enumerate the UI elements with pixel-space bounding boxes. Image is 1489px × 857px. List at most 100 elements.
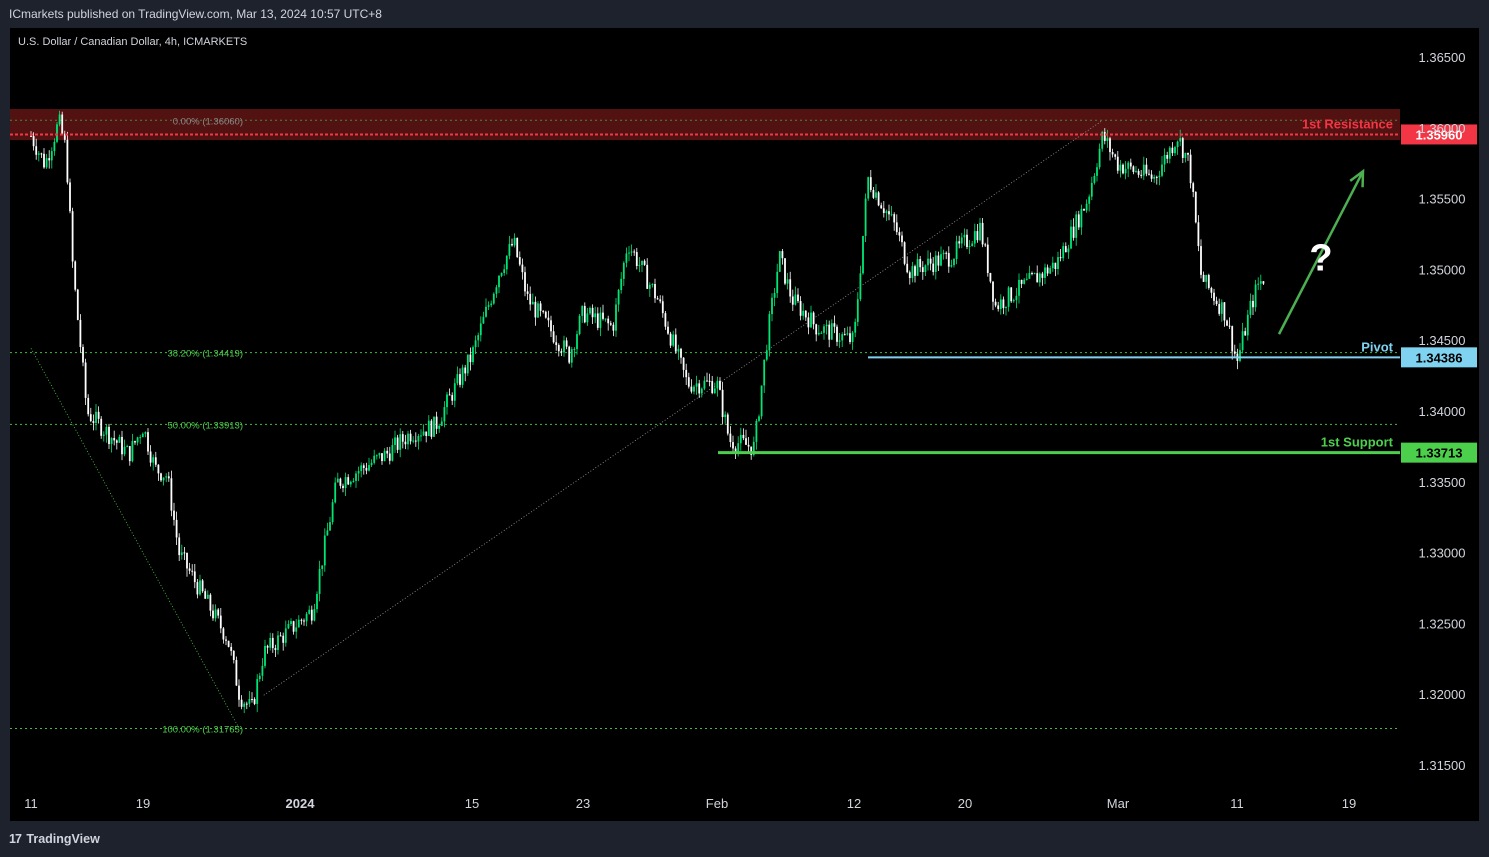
candle-body bbox=[339, 478, 342, 486]
candle-body bbox=[89, 414, 92, 422]
candle-body bbox=[1041, 273, 1044, 278]
candle-body bbox=[555, 342, 558, 346]
candle-body bbox=[1075, 214, 1078, 238]
candle-body bbox=[396, 437, 399, 450]
candle-body bbox=[1127, 162, 1130, 169]
candle-body bbox=[880, 205, 883, 209]
level-label: 1st Support bbox=[1321, 435, 1394, 450]
candle-body bbox=[178, 537, 181, 556]
candle-body bbox=[63, 133, 66, 140]
candle-body bbox=[1012, 300, 1015, 302]
candle-body bbox=[825, 324, 828, 327]
candle-body bbox=[544, 311, 547, 318]
publisher-bar: ICmarkets published on TradingView.com, … bbox=[0, 0, 1489, 28]
candle-body bbox=[812, 312, 815, 325]
candle-body bbox=[297, 619, 300, 628]
candle-body bbox=[537, 303, 539, 318]
candle-body bbox=[227, 640, 230, 647]
trend-line bbox=[263, 119, 1103, 696]
candle-body bbox=[1153, 176, 1156, 179]
candle-body bbox=[391, 444, 394, 461]
candle-body bbox=[513, 237, 516, 246]
candle-body bbox=[251, 699, 253, 701]
candle-body bbox=[817, 332, 820, 335]
candle-body bbox=[778, 251, 781, 272]
candle-body bbox=[776, 271, 779, 294]
candle-body bbox=[1254, 284, 1257, 308]
candle-body bbox=[984, 244, 987, 246]
candle-body bbox=[690, 386, 693, 392]
candle-body bbox=[157, 464, 160, 474]
candle-body bbox=[810, 312, 812, 328]
candle-body bbox=[1007, 287, 1010, 307]
candle-body bbox=[1137, 170, 1140, 175]
y-tick-label: 1.33000 bbox=[1419, 546, 1466, 561]
y-tick-label: 1.33500 bbox=[1419, 475, 1466, 490]
candle-body bbox=[313, 609, 316, 621]
candle-body bbox=[401, 434, 404, 442]
candle-body bbox=[758, 416, 760, 421]
candle-body bbox=[477, 335, 480, 341]
candle-body bbox=[921, 267, 924, 272]
candle-body bbox=[529, 293, 532, 305]
candle-body bbox=[349, 481, 352, 485]
forecast-arrow bbox=[1277, 170, 1365, 335]
tradingview-brand: TradingView bbox=[26, 832, 100, 846]
candle-body bbox=[300, 619, 303, 621]
candle-body bbox=[316, 593, 318, 610]
candle-body bbox=[994, 301, 997, 306]
candle-body bbox=[745, 438, 747, 445]
candle-body bbox=[409, 433, 412, 442]
candle-body bbox=[323, 535, 326, 566]
candle-body bbox=[1124, 168, 1127, 174]
candle-body bbox=[589, 307, 591, 314]
candle-body bbox=[781, 251, 784, 259]
candle-body bbox=[1257, 283, 1260, 285]
candle-body bbox=[456, 374, 459, 384]
candle-body bbox=[1205, 274, 1208, 282]
candle-body bbox=[760, 385, 763, 417]
candle-body bbox=[1194, 191, 1197, 223]
candle-body bbox=[804, 310, 807, 318]
chart-panel[interactable]: U.S. Dollar / Canadian Dollar, 4h, ICMAR… bbox=[10, 28, 1479, 821]
candle-body bbox=[375, 455, 378, 457]
fib-level-label: 100.00% (1.31765) bbox=[162, 724, 243, 735]
y-tick-label: 1.32000 bbox=[1419, 687, 1466, 702]
candle-body bbox=[823, 326, 825, 333]
candle-body bbox=[674, 334, 677, 352]
candle-body bbox=[102, 434, 105, 436]
candle-body bbox=[35, 146, 38, 155]
candle-body bbox=[235, 659, 238, 686]
candle-body bbox=[635, 252, 638, 266]
candle-body bbox=[828, 324, 831, 340]
price-chart[interactable]: U.S. Dollar / Canadian Dollar, 4h, ICMAR… bbox=[10, 28, 1479, 821]
candle-body bbox=[947, 253, 950, 267]
candle-body bbox=[960, 237, 963, 244]
candle-body bbox=[1215, 300, 1218, 305]
candle-body bbox=[919, 259, 922, 268]
candle-body bbox=[1171, 147, 1174, 154]
candle-body bbox=[365, 467, 368, 471]
candle-body bbox=[1028, 273, 1031, 279]
x-tick-label: 19 bbox=[136, 796, 150, 811]
candle-body bbox=[141, 433, 144, 438]
candle-body bbox=[53, 141, 56, 152]
candle-body bbox=[901, 235, 903, 243]
candle-body bbox=[867, 177, 870, 199]
candle-body bbox=[716, 380, 719, 389]
candle-body bbox=[953, 258, 955, 266]
candle-body bbox=[1158, 175, 1161, 178]
candle-body bbox=[851, 332, 854, 342]
candle-body bbox=[763, 359, 766, 386]
trend-line bbox=[30, 348, 240, 730]
candle-body bbox=[849, 333, 851, 342]
candle-body bbox=[1223, 302, 1226, 321]
candle-body bbox=[1018, 279, 1020, 296]
tradingview-logo[interactable]: 17 TradingView bbox=[9, 832, 100, 846]
candle-body bbox=[1116, 156, 1119, 171]
candle-body bbox=[1187, 152, 1189, 155]
candle-body bbox=[43, 153, 45, 168]
candle-body bbox=[128, 446, 131, 462]
candle-body bbox=[693, 386, 695, 392]
candle-body bbox=[505, 255, 508, 270]
